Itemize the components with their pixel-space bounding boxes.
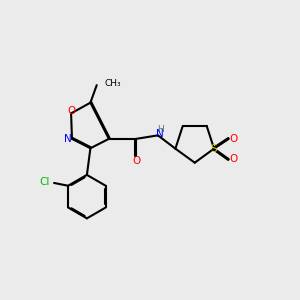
Text: O: O [67, 106, 75, 116]
Text: N: N [64, 134, 71, 144]
Text: O: O [132, 156, 140, 166]
Text: O: O [230, 154, 238, 164]
Text: Cl: Cl [40, 177, 50, 187]
Text: O: O [230, 134, 238, 144]
Text: N: N [156, 129, 164, 139]
Text: CH₃: CH₃ [104, 79, 121, 88]
Text: H: H [157, 124, 164, 134]
Text: S: S [211, 144, 218, 154]
